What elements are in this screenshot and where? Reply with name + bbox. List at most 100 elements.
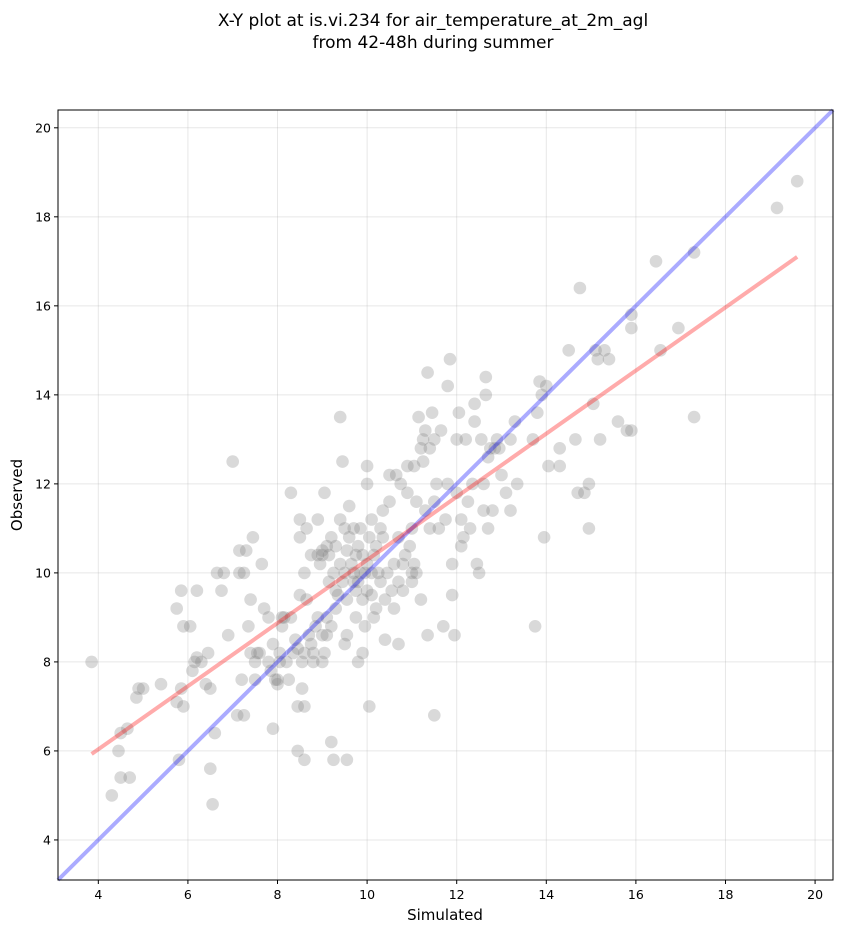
data-point bbox=[351, 655, 365, 669]
data-point bbox=[466, 477, 479, 491]
data-point bbox=[123, 771, 136, 784]
data-point bbox=[293, 588, 307, 602]
data-point bbox=[535, 388, 549, 402]
data-point bbox=[266, 637, 280, 651]
data-point bbox=[188, 655, 201, 669]
data-point bbox=[264, 664, 278, 678]
data-point bbox=[336, 575, 349, 589]
data-point bbox=[569, 433, 582, 446]
data-point bbox=[342, 531, 356, 544]
data-point bbox=[363, 700, 376, 713]
data-point bbox=[369, 602, 383, 615]
data-point bbox=[237, 709, 251, 722]
data-point bbox=[351, 575, 365, 589]
data-point bbox=[553, 442, 566, 455]
data-point bbox=[468, 415, 481, 428]
data-point bbox=[412, 410, 425, 424]
data-point bbox=[401, 459, 414, 473]
data-point bbox=[333, 410, 347, 424]
chart-title-line-1: X-Y plot at is.vi.234 for air_temperatur… bbox=[218, 11, 648, 31]
data-point bbox=[295, 682, 309, 695]
data-point bbox=[235, 673, 248, 686]
data-point bbox=[372, 566, 385, 580]
data-point bbox=[531, 406, 544, 420]
data-point bbox=[190, 584, 204, 597]
x-tick-label: 12 bbox=[449, 887, 465, 902]
data-point bbox=[459, 433, 473, 446]
data-point bbox=[479, 370, 493, 384]
data-point bbox=[481, 522, 495, 535]
data-point bbox=[190, 651, 204, 664]
data-point bbox=[210, 566, 224, 580]
data-point bbox=[313, 557, 327, 571]
data-point bbox=[416, 433, 430, 446]
data-point bbox=[553, 459, 566, 473]
data-point bbox=[174, 682, 188, 695]
data-point bbox=[309, 620, 322, 633]
data-point bbox=[286, 646, 300, 660]
data-point bbox=[450, 486, 464, 500]
data-point bbox=[421, 366, 434, 379]
data-point bbox=[477, 504, 490, 517]
data-point bbox=[345, 557, 358, 571]
y-tick-label: 8 bbox=[43, 654, 51, 669]
data-point bbox=[325, 531, 338, 544]
data-point bbox=[253, 646, 266, 660]
y-tick-label: 10 bbox=[35, 565, 51, 580]
data-point bbox=[526, 433, 540, 446]
data-point bbox=[571, 486, 584, 500]
data-point bbox=[298, 646, 311, 660]
data-point bbox=[233, 566, 246, 580]
data-point bbox=[360, 584, 374, 597]
data-point bbox=[284, 486, 298, 500]
regression-line bbox=[90, 255, 799, 756]
data-point bbox=[428, 709, 441, 722]
data-point bbox=[479, 388, 493, 402]
data-point bbox=[215, 584, 228, 597]
data-point bbox=[322, 575, 336, 589]
data-point bbox=[398, 548, 412, 562]
data-point bbox=[311, 513, 325, 526]
data-point bbox=[365, 513, 378, 526]
data-point bbox=[244, 646, 257, 660]
data-point bbox=[329, 584, 343, 597]
data-point bbox=[625, 321, 638, 335]
data-point bbox=[383, 495, 396, 509]
x-tick-label: 4 bbox=[94, 887, 102, 902]
data-point bbox=[528, 620, 542, 633]
data-point bbox=[414, 593, 428, 606]
data-point bbox=[477, 477, 490, 491]
chart-title-line-2: from 42-48h during summer bbox=[313, 33, 554, 53]
data-point bbox=[300, 593, 313, 606]
data-point bbox=[445, 557, 459, 571]
data-point bbox=[349, 611, 363, 624]
data-point bbox=[441, 379, 455, 393]
data-point bbox=[770, 201, 784, 215]
data-point bbox=[291, 642, 305, 655]
data-point bbox=[488, 442, 502, 455]
data-point bbox=[454, 513, 468, 526]
data-point bbox=[495, 468, 508, 482]
data-point bbox=[351, 539, 365, 553]
data-point bbox=[221, 628, 235, 642]
data-point bbox=[625, 424, 638, 437]
data-point bbox=[392, 575, 405, 589]
data-point bbox=[387, 602, 401, 615]
data-point bbox=[587, 397, 600, 411]
data-point bbox=[582, 477, 596, 491]
data-point bbox=[257, 602, 271, 615]
data-point bbox=[376, 531, 390, 544]
x-axis-ticks: 4 6 8 10 12 14 16 18 20 bbox=[94, 880, 823, 902]
data-point bbox=[266, 722, 280, 735]
data-point bbox=[132, 682, 145, 695]
data-point bbox=[340, 753, 354, 767]
data-point bbox=[316, 544, 329, 557]
data-point bbox=[199, 677, 213, 691]
data-point bbox=[374, 575, 387, 589]
data-point bbox=[401, 486, 414, 500]
data-point bbox=[291, 700, 305, 713]
data-point bbox=[589, 344, 602, 357]
data-point bbox=[414, 442, 428, 455]
y-tick-label: 14 bbox=[35, 387, 51, 402]
data-point bbox=[121, 722, 134, 735]
